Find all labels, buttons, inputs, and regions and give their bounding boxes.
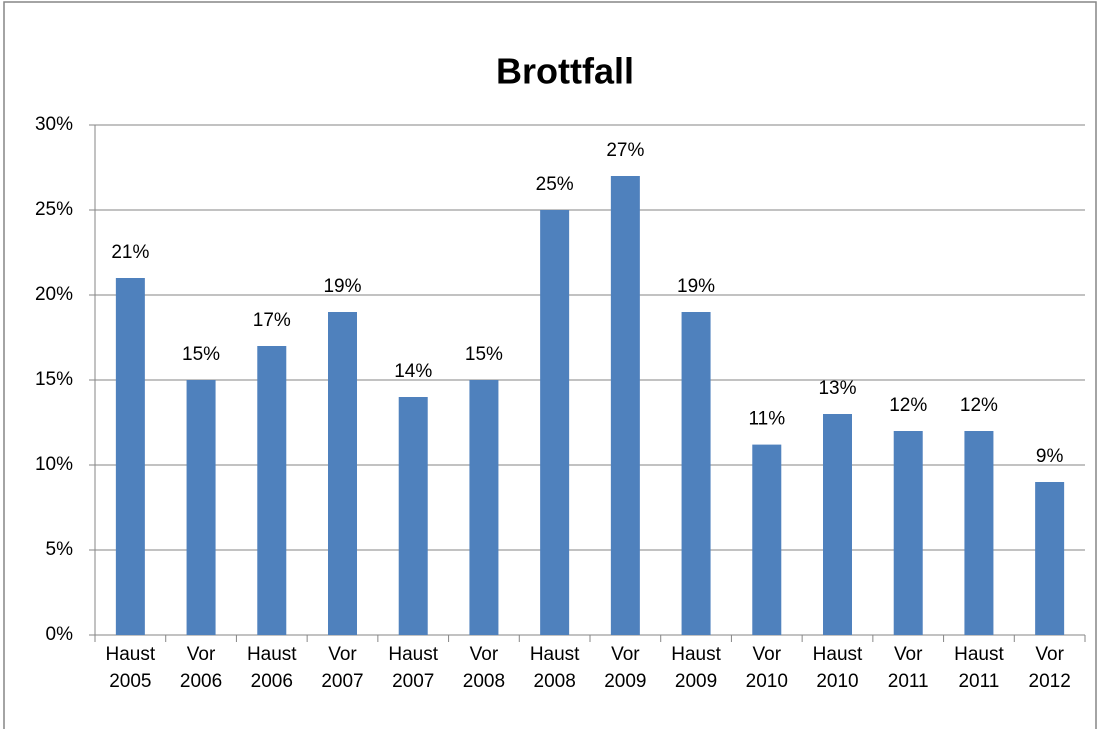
data-label: 9% [1036,446,1064,467]
x-tick-label: Haust 2009 [671,644,721,692]
x-tick-label: Vor 2012 [1028,644,1071,692]
data-label: 19% [677,276,715,297]
y-tick-label: 5% [46,539,74,560]
bar [328,312,357,635]
data-label: 15% [465,344,503,365]
x-tick-label: Vor 2009 [604,644,647,692]
bar [964,431,994,635]
x-tick-label: Haust 2007 [388,644,439,692]
bar [115,278,145,635]
y-tick-label: 10% [35,454,73,475]
y-tick-label: 25% [35,199,73,220]
x-tick-label: Vor 2008 [462,644,506,692]
bar [186,380,216,635]
y-tick-label: 20% [35,284,73,305]
x-tick-label: Vor 2010 [745,644,788,692]
x-tick-label: Haust 2005 [105,644,156,692]
x-tick-label: Vor 2007 [321,644,364,692]
x-tick-label: Vor 2011 [887,644,929,692]
data-label: 14% [394,361,432,382]
data-label: 27% [606,140,644,161]
data-label: 11% [748,409,785,430]
data-label: 21% [111,242,149,263]
data-label: 17% [253,310,291,331]
x-tick-label: Haust 2010 [812,644,863,692]
data-label: 12% [960,395,998,416]
bar [1035,482,1065,635]
y-tick-label: 15% [35,369,73,390]
bar [257,346,287,635]
bar [823,414,852,635]
data-label: 25% [536,174,574,195]
bar [752,444,782,635]
bar [540,210,570,635]
x-tick-label: Haust 2006 [246,644,297,692]
bar [893,431,923,635]
x-tick-label: Haust 2008 [529,644,580,692]
y-tick-label: 30% [35,114,73,135]
chart-title: Brottfall [496,51,634,92]
bar [469,380,499,635]
bar [681,312,711,635]
bar [610,176,640,635]
data-label: 13% [818,378,856,399]
x-tick-label: Haust 2011 [954,644,1004,692]
x-tick-label: Vor 2006 [179,644,223,692]
data-label: 19% [323,276,361,297]
data-label: 15% [182,344,220,365]
bar [398,397,428,635]
data-label: 12% [889,395,927,416]
y-tick-label: 0% [46,624,74,645]
